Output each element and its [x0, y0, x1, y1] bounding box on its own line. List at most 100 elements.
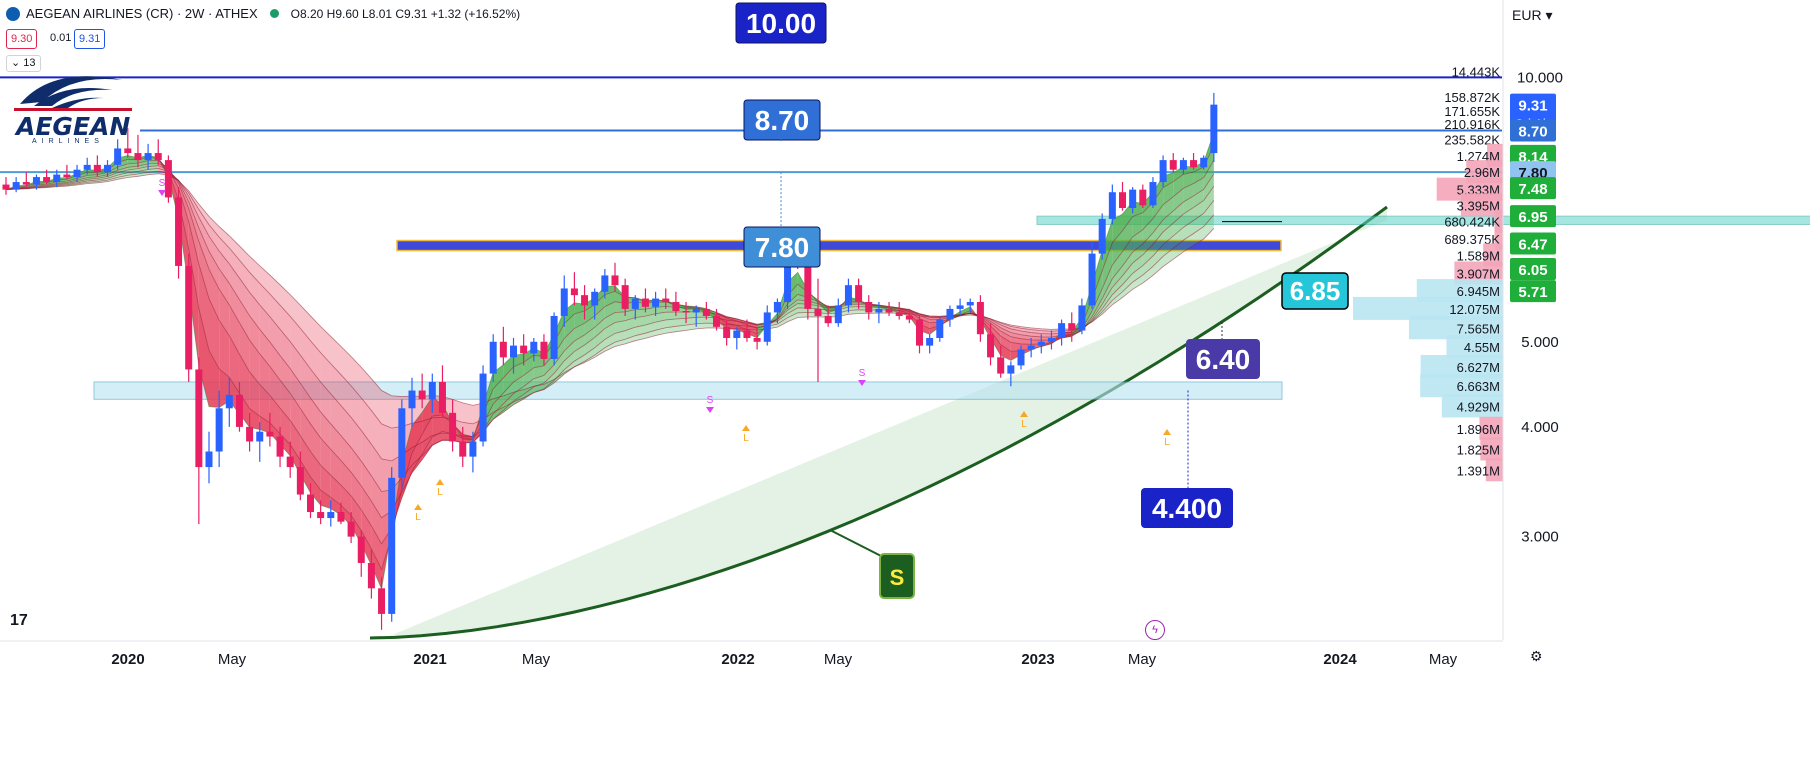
symbol-title[interactable]: AEGEAN AIRLINES (CR) · 2W · ATHEX [26, 6, 258, 21]
ribbon-band [1122, 273, 1133, 292]
ribbon-band [340, 374, 352, 418]
level-callout-780-box [743, 226, 821, 268]
ribbon-band [1173, 201, 1184, 224]
ribbon-band [787, 307, 798, 318]
candle-body [814, 308, 822, 316]
ribbon-band [1132, 265, 1143, 283]
ribbon-band [300, 328, 311, 369]
currency-selector[interactable]: EUR ▾ [1512, 7, 1553, 23]
ribbon-band [1102, 287, 1113, 309]
level-callout-10-text: 10.00 [746, 8, 816, 39]
candle-body [1149, 182, 1157, 206]
ask-price[interactable]: 9.31 [74, 29, 106, 49]
ribbon-band [249, 408, 260, 430]
ribbon-band [1193, 213, 1204, 234]
candle-body [134, 153, 142, 161]
ribbon-band [97, 176, 108, 181]
ribbon-band [1102, 278, 1113, 305]
ribbon-band [330, 363, 341, 406]
logo-wordmark: AEGEAN [16, 112, 131, 141]
ribbon-band [1112, 265, 1123, 288]
candle-body [956, 305, 964, 309]
price-tag-text: 8.70 [1518, 123, 1547, 140]
ribbon-band [371, 410, 382, 459]
ribbon-band [513, 389, 524, 402]
candle-body [591, 291, 599, 306]
level-callout-870-box [743, 99, 821, 141]
candle-body [438, 381, 446, 413]
ribbon-band [543, 373, 555, 389]
ribbon-band [209, 269, 220, 321]
ribbon-band [249, 272, 260, 305]
ribbon-band [117, 172, 128, 178]
ribbon-band [1142, 218, 1153, 244]
ribbon-band [412, 455, 423, 473]
ribbon-band [1122, 263, 1133, 285]
volume-bar [1480, 437, 1503, 461]
candle-body [743, 330, 751, 338]
settings-gear-icon[interactable]: ⚙ [1530, 648, 1543, 664]
ribbon-band [300, 383, 311, 424]
ribbon-band [300, 305, 311, 341]
ribbon-band [249, 315, 260, 354]
bid-price[interactable]: 9.30 [6, 29, 38, 49]
ribbon-band [1102, 264, 1113, 299]
time-tick: May [218, 651, 247, 668]
ribbon-band [198, 217, 209, 252]
ribbon-band [422, 417, 433, 443]
volume-label: 6.627M [1457, 360, 1500, 375]
ribbon-band [604, 301, 615, 319]
lightning-icon[interactable]: ϟ [1145, 620, 1165, 640]
indicators-toggle[interactable]: ⌄ 13 [6, 55, 41, 72]
candle-body [1108, 192, 1116, 219]
ribbon-band [117, 159, 128, 167]
volume-label: 4.55M [1464, 340, 1500, 355]
level-callout-440-text: 4.400 [1152, 493, 1222, 524]
ribbon-band [117, 163, 128, 171]
signal-label: L [415, 512, 421, 523]
signal-label: S [859, 368, 866, 379]
ribbon-band [584, 315, 595, 335]
zone-685 [1036, 215, 1810, 225]
ribbon-band [1163, 223, 1174, 245]
candle-body [682, 311, 690, 313]
candle-body [256, 431, 264, 442]
ribbon-band [1112, 275, 1123, 295]
candle-body [885, 308, 893, 313]
time-tick: May [1429, 651, 1458, 668]
ribbon-band [198, 264, 209, 351]
ribbon-band [320, 326, 331, 364]
ribbon-band [615, 320, 626, 334]
ribbon-line [5, 132, 1215, 591]
ribbon-band [1183, 171, 1194, 189]
ribbon-band [1010, 328, 1021, 335]
indicator-count: 13 [23, 57, 36, 69]
ribbon-band [239, 245, 250, 273]
ribbon-band [1122, 282, 1133, 298]
ribbon-band [1183, 220, 1194, 241]
aegean-logo: AEGEAN AIRLINES [12, 68, 136, 145]
ribbon-band [1163, 181, 1174, 205]
ribbon-line [5, 144, 1215, 571]
logo-bird-icon [14, 76, 132, 111]
candle-body [641, 298, 649, 307]
candle-body [154, 153, 162, 161]
time-axis: 2020 May 2021 May 2022 May 2023 May 2024 May [0, 640, 1503, 668]
spread-value: 0.01 [50, 32, 72, 44]
ribbon-band [625, 335, 636, 344]
ribbon-band [351, 495, 362, 531]
ribbon-band [594, 294, 605, 316]
volume-label: 3.395M [1457, 198, 1500, 213]
ribbon-band [371, 501, 382, 544]
trendline-label-text: S [890, 565, 905, 590]
ribbon-band [351, 356, 362, 398]
candle-body [164, 160, 172, 198]
candle-body [702, 308, 710, 316]
ribbon-band [107, 170, 118, 177]
ohlc-readout: O8.20 H9.60 L8.01 C9.31 +1.32 (+16.52%) [290, 6, 521, 21]
ribbon-band [736, 318, 747, 325]
logo-subtitle: AIRLINES [32, 138, 104, 145]
volume-bar [1494, 226, 1503, 250]
candle-body [652, 298, 660, 307]
